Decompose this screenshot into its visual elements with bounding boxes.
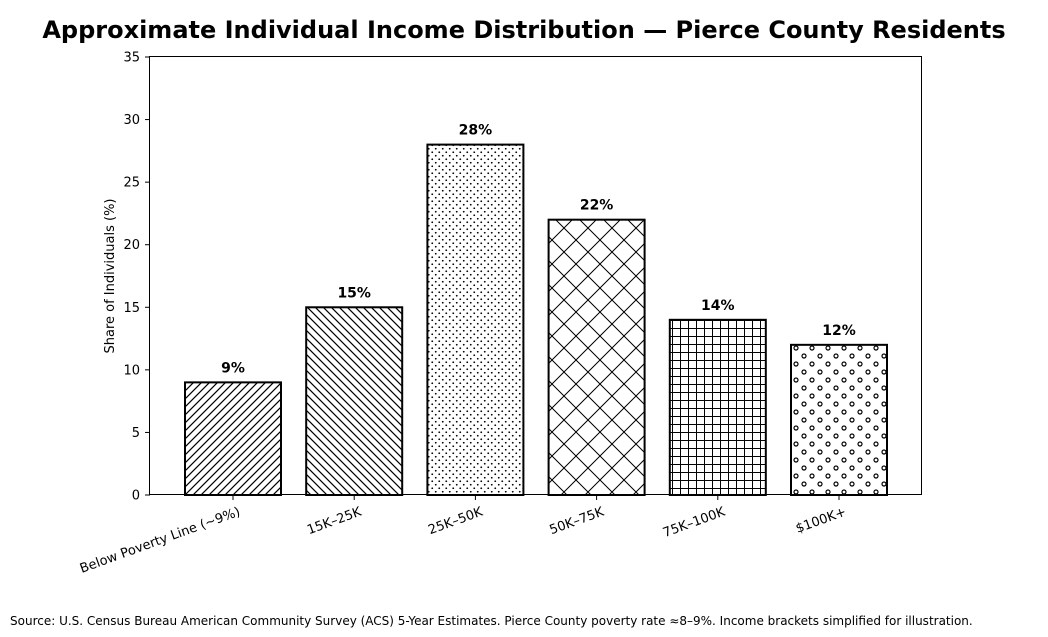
y-tick-label: 20 (123, 238, 140, 253)
y-tick-label: 30 (123, 113, 140, 128)
source-note: Source: U.S. Census Bureau American Comm… (10, 614, 973, 628)
bar-value-label: 12% (822, 323, 856, 339)
bar-value-label: 15% (337, 285, 371, 301)
y-tick-label: 25 (123, 176, 140, 191)
bar-value-label: 28% (459, 123, 493, 139)
x-tick-label: Below Poverty Line (~9%) (78, 505, 242, 577)
bar-dots (426, 143, 525, 496)
x-tick-label: 15K–25K (305, 505, 364, 539)
bar (668, 318, 767, 496)
plot-frame (149, 56, 922, 495)
bar-value-label: 22% (580, 198, 614, 214)
y-tick-label: 0 (132, 489, 140, 504)
x-tick-label: 75K–100K (661, 505, 728, 541)
bar-grid (668, 318, 767, 496)
bar (184, 381, 282, 496)
x-tick-label: $100K+ (794, 505, 848, 537)
y-axis-label: Share of Individuals (%) (103, 198, 118, 353)
bar-value-label: 14% (701, 298, 735, 314)
bar (790, 343, 888, 497)
y-tick-label: 5 (132, 426, 140, 441)
x-axis-ticks: Below Poverty Line (~9%) 15K–25K 25K–50K 50… (78, 495, 848, 577)
bar-diagonal-back (305, 306, 404, 496)
bar (547, 218, 646, 497)
bar (426, 143, 525, 496)
x-tick-label: 50K–75K (548, 505, 607, 539)
bars-layer (184, 143, 888, 497)
y-tick-label: 10 (123, 363, 140, 378)
y-tick-label: 15 (123, 301, 140, 316)
x-tick-label: 25K–50K (426, 505, 485, 539)
bar-circles (790, 343, 888, 497)
y-tick-label: 35 (123, 51, 140, 66)
bar (305, 306, 404, 496)
chart-title: Approximate Individual Income Distributi… (42, 16, 1005, 44)
bar-value-label: 9% (221, 360, 245, 376)
bar-crosshatch (547, 218, 646, 497)
bar-diagonal-forward (184, 381, 282, 496)
y-axis-ticks: 0 5 10 15 20 25 30 35 (123, 51, 150, 504)
value-labels: 9% 15% 28% 22% 14% 12% (221, 123, 856, 377)
